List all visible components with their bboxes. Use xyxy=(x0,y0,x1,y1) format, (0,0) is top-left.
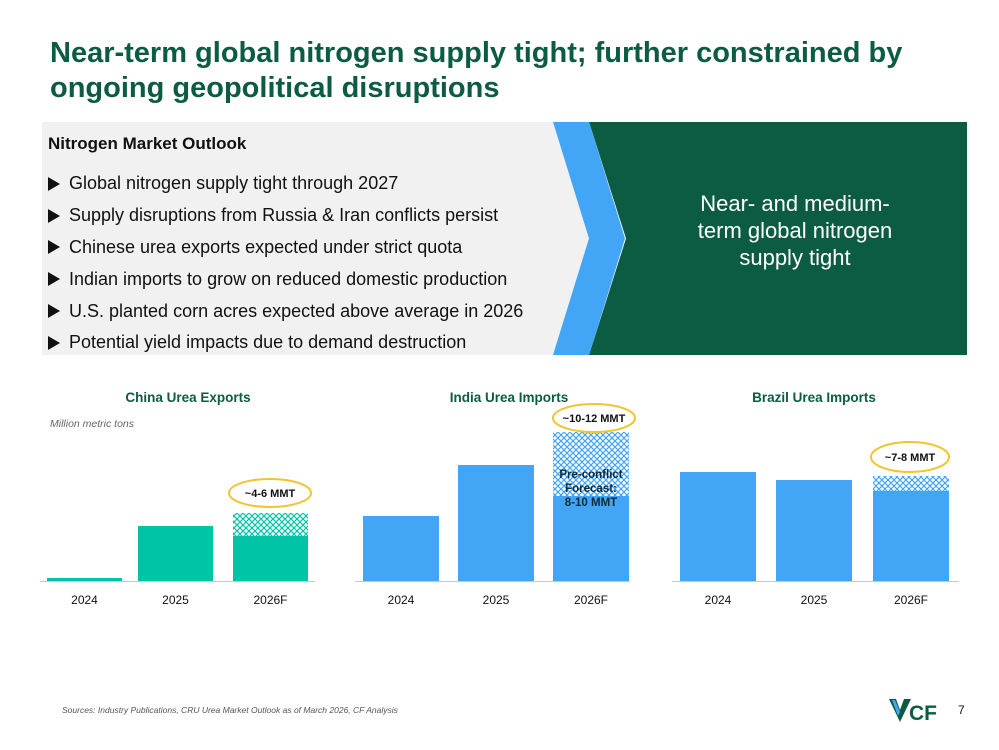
x-tick-label: 2026F xyxy=(253,593,287,607)
annotation-oval xyxy=(552,403,636,433)
bar xyxy=(138,526,213,581)
source-note: Sources: Industry Publications, CRU Urea… xyxy=(62,705,398,715)
bullet-text: Supply disruptions from Russia & Iran co… xyxy=(69,205,499,226)
brazil-chart-title: Brazil Urea Imports xyxy=(752,390,876,405)
callout-panel xyxy=(589,122,967,355)
bar xyxy=(680,472,756,581)
annotation-label: ~4-6 MMT xyxy=(245,488,296,500)
outlook-bullet: Indian imports to grow on reduced domest… xyxy=(48,263,523,295)
logo-text: CF xyxy=(909,702,937,725)
outlook-bullet: Potential yield impacts due to demand de… xyxy=(48,327,523,359)
bullet-text: Global nitrogen supply tight through 202… xyxy=(69,173,399,194)
x-tick-label: 2025 xyxy=(801,593,828,607)
bullet-arrow-icon xyxy=(48,176,60,191)
annotation-label: ~10-12 MMT xyxy=(563,413,626,425)
x-tick-label: 2026F xyxy=(894,593,928,607)
bullet-arrow-icon xyxy=(48,272,60,287)
bullet-arrow-icon xyxy=(48,208,60,223)
x-tick-label: 2026F xyxy=(574,593,608,607)
annotation-oval xyxy=(228,478,312,508)
forecast-range-hatch xyxy=(553,432,629,496)
page-title: Near-term global nitrogen supply tight; … xyxy=(50,37,903,104)
bar-note-label: Pre-conflict Forecast: 8-10 MMT xyxy=(559,469,622,509)
bullet-arrow-icon xyxy=(48,335,60,350)
units-label: Million metric tons xyxy=(50,418,135,430)
outlook-bullet: U.S. planted corn acres expected above a… xyxy=(48,295,523,327)
x-tick-label: 2024 xyxy=(388,593,415,607)
outlook-heading: Nitrogen Market Outlook xyxy=(48,134,247,153)
bullet-arrow-icon xyxy=(48,240,60,255)
outlook-bullet-list: Global nitrogen supply tight through 202… xyxy=(48,168,523,359)
bar xyxy=(553,496,629,581)
outlook-panel xyxy=(42,122,590,355)
cf-logo: CF xyxy=(889,699,937,725)
bullet-text: Potential yield impacts due to demand de… xyxy=(69,332,467,353)
annotation-oval xyxy=(870,441,950,473)
annotation-label: ~7-8 MMT xyxy=(885,452,936,464)
outlook-bullet: Global nitrogen supply tight through 202… xyxy=(48,168,523,200)
bar xyxy=(233,536,308,581)
x-tick-label: 2025 xyxy=(483,593,510,607)
x-tick-label: 2025 xyxy=(162,593,189,607)
china-chart-title: China Urea Exports xyxy=(125,390,251,405)
bar xyxy=(458,465,534,581)
bar xyxy=(776,480,852,581)
forecast-range-hatch xyxy=(873,476,949,491)
x-tick-label: 2024 xyxy=(705,593,732,607)
bar xyxy=(47,578,122,581)
bullet-text: Chinese urea exports expected under stri… xyxy=(69,236,463,257)
bullet-text: Indian imports to grow on reduced domest… xyxy=(69,268,508,289)
chevron-arrow-icon xyxy=(553,122,625,355)
outlook-bullet: Supply disruptions from Russia & Iran co… xyxy=(48,200,523,232)
bullet-arrow-icon xyxy=(48,304,60,319)
bar xyxy=(873,491,949,581)
callout-text: Near- and medium-term global nitrogen su… xyxy=(697,191,893,270)
outlook-bullet: Chinese urea exports expected under stri… xyxy=(48,232,523,264)
x-tick-label: 2024 xyxy=(71,593,98,607)
forecast-range-hatch xyxy=(233,513,308,536)
bullet-text: U.S. planted corn acres expected above a… xyxy=(69,300,524,321)
bar xyxy=(363,516,439,581)
page-number: 7 xyxy=(958,703,965,717)
india-chart-title: India Urea Imports xyxy=(449,390,569,405)
